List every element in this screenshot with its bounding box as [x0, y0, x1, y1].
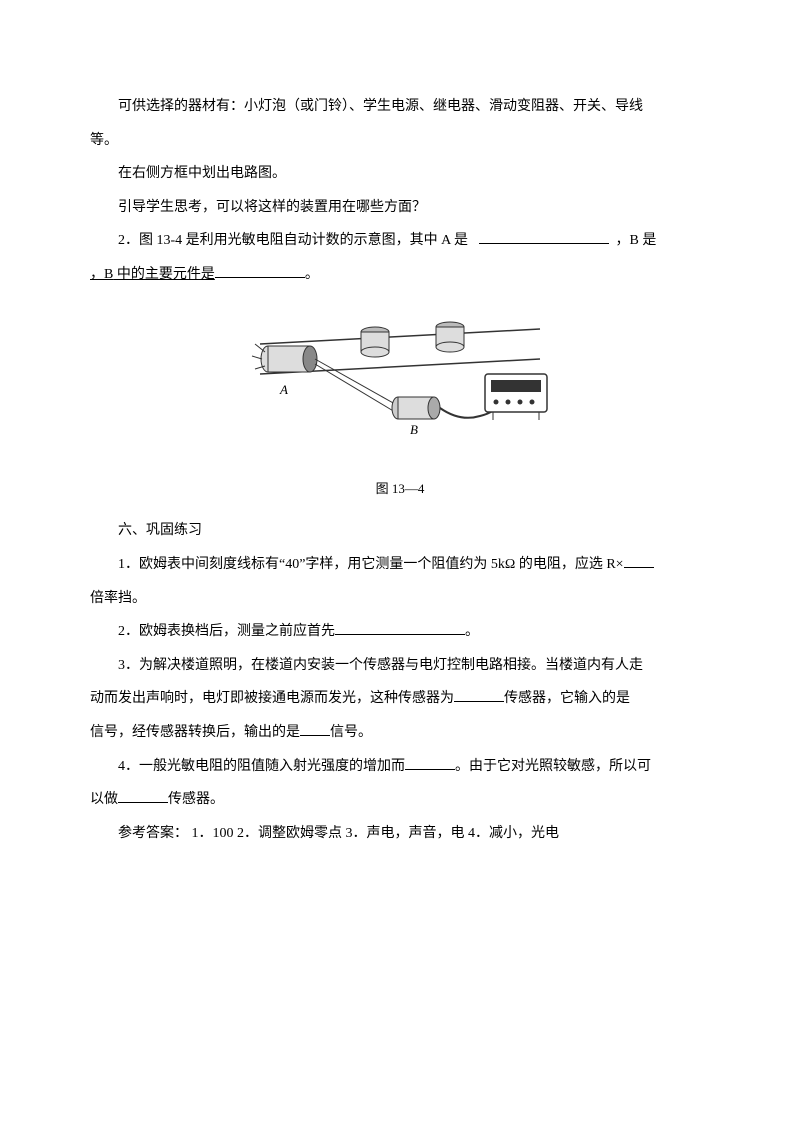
label-a: A [279, 382, 288, 397]
ex3-d: 信号，经传感器转换后，输出的是 [90, 725, 300, 740]
q2-photoresistor: 2．图 13-4 是利用光敏电阻自动计数的示意图，其中 A 是 ，B 是 [90, 224, 710, 258]
ex4-blank2 [118, 788, 168, 803]
ex2-b: 。 [465, 624, 479, 639]
ex-3-l3: 信号，经传感器转换后，输出的是 信号。 [90, 716, 710, 750]
answers: 参考答案： 1．100 2．调整欧姆零点 3．声电，声音，电 4．减小，光电 [90, 817, 710, 851]
ex2-a: 2．欧姆表换档后，测量之前应首先 [118, 624, 335, 639]
ex-1b: 倍率挡。 [90, 582, 710, 616]
figure-caption: 图 13—4 [90, 473, 710, 504]
q2-text-a: 2．图 13-4 是利用光敏电阻自动计数的示意图，其中 A 是 [118, 233, 468, 248]
ex-3-l2: 动而发出声响时，电灯即被接通电源而发光，这种传感器为 传感器，它输入的是 [90, 682, 710, 716]
para-draw-circuit: 在右侧方框中划出电路图。 [90, 157, 710, 191]
section-6-title: 六、巩固练习 [90, 514, 710, 548]
diagram-svg-wrap: A [240, 304, 560, 468]
figure-13-4: A [90, 304, 710, 468]
ex2-blank [335, 620, 465, 635]
page: 可供选择的器材有：小灯泡（或门铃）、学生电源、继电器、滑动变阻器、开关、导线 等… [0, 0, 800, 1132]
ex-3-l1: 3．为解决楼道照明，在楼道内安装一个传感器与电灯控制电路相接。当楼道内有人走 [90, 649, 710, 683]
q2-prefix-underline: ，B [90, 267, 113, 282]
ex3-c: 传感器，它输入的是 [504, 691, 630, 706]
counter-box [485, 374, 547, 420]
ex-1: 1．欧姆表中间刻度线标有“40”字样，用它测量一个阻值约为 5kΩ 的电阻，应选… [90, 548, 710, 582]
ex4-a: 4．一般光敏电阻的阻值随入射光强度的增加而 [118, 759, 405, 774]
ex-2: 2．欧姆表换档后，测量之前应首先 。 [90, 615, 710, 649]
blank-b-element [215, 263, 305, 278]
ex4-c: 以做 [90, 792, 118, 807]
can-2 [436, 322, 464, 352]
device-a [252, 344, 317, 372]
conveyor-diagram: A [240, 304, 560, 454]
para-materials-end: 等。 [90, 124, 710, 158]
ex3-blank2 [300, 721, 330, 736]
q2-suffix: 。 [305, 267, 319, 282]
ex3-b: 动而发出声响时，电灯即被接通电源而发光，这种传感器为 [90, 691, 454, 706]
para-materials: 可供选择的器材有：小灯泡（或门铃）、学生电源、继电器、滑动变阻器、开关、导线 [90, 90, 710, 124]
label-b: B [410, 422, 418, 437]
q2-line2: ，B 中的主要元件是 。 [90, 258, 710, 292]
para-think: 引导学生思考，可以将这样的装置用在哪些方面？ [90, 191, 710, 225]
ex-4-l1: 4．一般光敏电阻的阻值随入射光强度的增加而 。由于它对光照较敏感，所以可 [90, 750, 710, 784]
blank-a [479, 229, 609, 244]
ex4-b: 。由于它对光照较敏感，所以可 [455, 759, 651, 774]
ex3-e: 信号。 [330, 725, 372, 740]
q2-underline: 中的主要元件是 [113, 267, 215, 282]
device-b [392, 397, 440, 419]
q2-text-b: ，B 是 [616, 233, 657, 248]
ex4-d: 传感器。 [168, 792, 224, 807]
ex1-a: 1．欧姆表中间刻度线标有“40”字样，用它测量一个阻值约为 5kΩ 的电阻，应选… [118, 557, 624, 572]
ex3-blank1 [454, 687, 504, 702]
ex1-blank [624, 553, 654, 568]
can-1 [361, 327, 389, 357]
ex-4-l2: 以做 传感器。 [90, 783, 710, 817]
ex4-blank1 [405, 755, 455, 770]
